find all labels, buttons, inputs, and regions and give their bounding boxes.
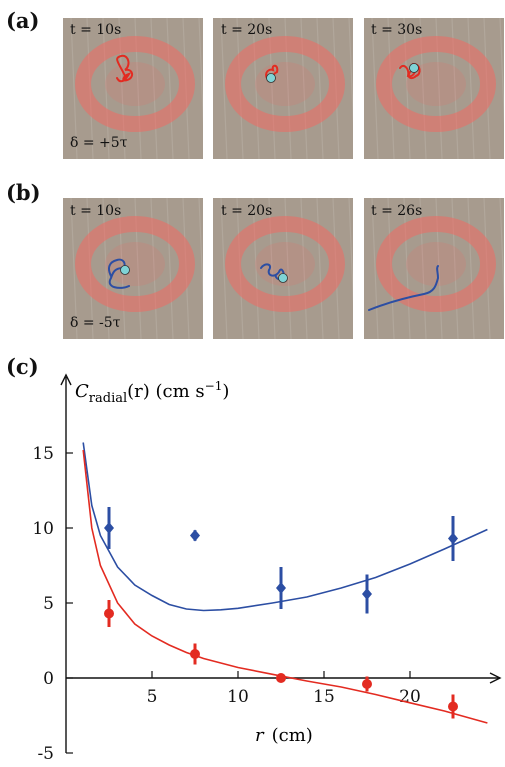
panel-a-label: (a): [6, 8, 40, 33]
fit-curve-0: [82, 442, 488, 612]
x-axis-label: r (cm): [255, 725, 313, 746]
x-tick-label: 15: [313, 687, 335, 707]
y-tick-label: 15: [32, 444, 54, 464]
data-point-circle: [448, 701, 458, 712]
photo-frame-a1: [63, 18, 203, 159]
data-point-diamond: [276, 582, 286, 594]
data-point-circle: [104, 608, 114, 619]
chart-fit-curves: [82, 442, 488, 724]
data-point-circle: [362, 679, 372, 689]
floor-board-line: [467, 18, 475, 159]
frame-b3-time: t = 26s: [371, 203, 423, 219]
data-point-circle: [190, 649, 200, 659]
glow-center: [406, 62, 466, 106]
frame-b2-time: t = 20s: [221, 203, 273, 219]
floor-board-line: [102, 198, 110, 339]
floor-board-line: [220, 198, 228, 339]
x-tick-label: 10: [227, 687, 249, 707]
photo-frame-a2: [213, 18, 353, 159]
data-point-diamond: [190, 529, 200, 542]
frame-a-delta: δ = +5τ: [70, 135, 128, 151]
data-point-circle: [276, 673, 286, 683]
x-tick-label: 5: [147, 687, 158, 707]
particle-marker: [266, 73, 276, 83]
floor-board-line: [403, 18, 411, 159]
y-tick-label: 5: [43, 594, 54, 614]
floor-board-line: [166, 198, 174, 339]
floor-board-line: [348, 198, 353, 307]
glow-ring: [75, 216, 195, 312]
floor-board-line: [348, 18, 353, 127]
trajectory-path: [116, 54, 133, 83]
floor-board-line: [70, 18, 78, 159]
photo-frame-b3: [364, 198, 504, 339]
chart-axes: [60, 373, 502, 753]
fit-curve-1: [82, 449, 488, 724]
floor-board-line: [371, 18, 379, 159]
photo-frame-a3: [364, 18, 504, 159]
x-axis-arrow: [489, 672, 502, 684]
chart-marks: [104, 507, 458, 719]
frame-a1-time: t = 10s: [70, 22, 122, 38]
particle-marker: [409, 63, 419, 73]
floor-board-line: [70, 198, 78, 339]
frame-a3-time: t = 30s: [371, 22, 423, 38]
glow-ring: [75, 36, 195, 132]
particle-marker: [120, 265, 130, 275]
frame-b-delta: δ = -5τ: [70, 315, 121, 331]
y-tick-label: -5: [37, 744, 54, 764]
glow-center: [105, 242, 165, 286]
data-point-diamond: [104, 522, 114, 534]
floor-board-line: [252, 198, 260, 339]
particle-marker: [278, 273, 288, 283]
floor-board-line: [499, 198, 504, 307]
floor-board-line: [198, 198, 203, 307]
glow-ring: [225, 36, 345, 132]
floor-board-line: [220, 18, 228, 159]
floor-board-line: [198, 18, 203, 127]
y-tick-label: 10: [32, 519, 54, 539]
panel-c-label: (c): [6, 354, 39, 379]
glow-ring: [376, 36, 496, 132]
floor-board-line: [102, 18, 110, 159]
data-point-diamond: [448, 532, 458, 545]
floor-board-line: [371, 198, 379, 339]
floor-board-line: [467, 198, 475, 339]
data-point-diamond: [362, 588, 372, 600]
floor-board-line: [499, 18, 504, 127]
glow-ring: [376, 216, 496, 312]
floor-board-line: [166, 18, 174, 159]
frame-a2-time: t = 20s: [221, 22, 273, 38]
photo-frame-b1: [63, 198, 203, 339]
glow-center: [255, 62, 315, 106]
glow-center: [105, 62, 165, 106]
glow-ring: [225, 216, 345, 312]
y-tick-label: 0: [43, 669, 54, 689]
floor-board-line: [252, 18, 260, 159]
glow-center: [406, 242, 466, 286]
floor-board-line: [316, 198, 324, 339]
panel-b-label: (b): [6, 180, 41, 205]
floor-board-line: [403, 198, 411, 339]
y-axis-arrow: [60, 373, 72, 386]
y-axis-label: Cradial(r) (cm s−1): [75, 379, 229, 406]
trajectory-path: [368, 265, 440, 311]
photo-frame-b2: [213, 198, 353, 339]
frame-b1-time: t = 10s: [70, 203, 122, 219]
floor-board-line: [316, 18, 324, 159]
